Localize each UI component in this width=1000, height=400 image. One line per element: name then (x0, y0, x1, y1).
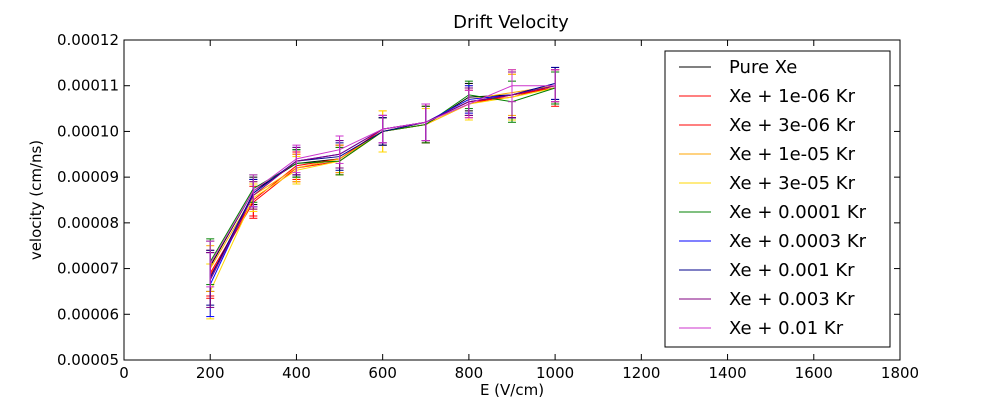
legend-entry: Xe + 0.003 Kr (729, 289, 855, 310)
y-tick-label: 0.00006 (57, 305, 119, 323)
x-tick-label: 1600 (795, 364, 833, 382)
y-tick-label: 0.00007 (57, 260, 119, 278)
series-5 (206, 71, 560, 286)
y-tick-label: 0.00011 (57, 77, 119, 95)
legend-entry: Xe + 1e-06 Kr (729, 86, 856, 107)
x-tick-label: 200 (196, 364, 225, 382)
y-tick-label: 0.00010 (57, 122, 119, 140)
y-axis-label: velocity (cm/ns) (27, 140, 45, 260)
series-9 (206, 69, 560, 288)
x-tick-label: 1000 (536, 364, 574, 382)
x-axis-label: E (V/cm) (480, 381, 544, 399)
series-3 (206, 69, 560, 292)
x-tick-label: 600 (368, 364, 397, 382)
y-tick-label: 0.00008 (57, 214, 119, 232)
legend-box (664, 50, 891, 348)
legend-entry: Xe + 0.01 Kr (729, 318, 844, 339)
legend-entry: Xe + 0.0001 Kr (729, 202, 867, 223)
y-tick-label: 0.00009 (57, 168, 119, 186)
legend-entry: Xe + 0.001 Kr (729, 260, 855, 281)
legend-entry: Xe + 1e-05 Kr (729, 144, 856, 165)
x-tick-label: 800 (455, 364, 484, 382)
legend-entry: Xe + 0.0003 Kr (729, 231, 867, 252)
x-tick-label: 1400 (708, 364, 746, 382)
legend-entry: Pure Xe (729, 57, 797, 78)
series-0 (206, 71, 560, 292)
series-2 (206, 69, 560, 299)
plot-area (206, 66, 560, 320)
x-tick-label: 0 (119, 364, 129, 382)
chart-title: Drift Velocity (453, 12, 569, 33)
x-tick-label: 400 (282, 364, 311, 382)
legend: Pure Xe Xe + 1e-06 Kr Xe + 3e-06 Kr Xe + 1e… (664, 50, 891, 348)
plot-frame (123, 39, 901, 361)
y-axis: 0.00005 0.00006 0.00007 0.00008 0.00009 0.000… (57, 31, 900, 369)
x-tick-label: 1800 (881, 364, 919, 382)
series-1 (206, 69, 560, 297)
y-tick-label: 0.00005 (57, 351, 119, 369)
legend-entry: Xe + 3e-05 Kr (729, 173, 856, 194)
x-axis: 0 200 400 600 800 1000 1200 1400 1600 1800 (119, 40, 919, 382)
legend-entry: Xe + 3e-06 Kr (729, 115, 856, 136)
x-tick-label: 1200 (622, 364, 660, 382)
y-tick-label: 0.00012 (57, 31, 119, 49)
